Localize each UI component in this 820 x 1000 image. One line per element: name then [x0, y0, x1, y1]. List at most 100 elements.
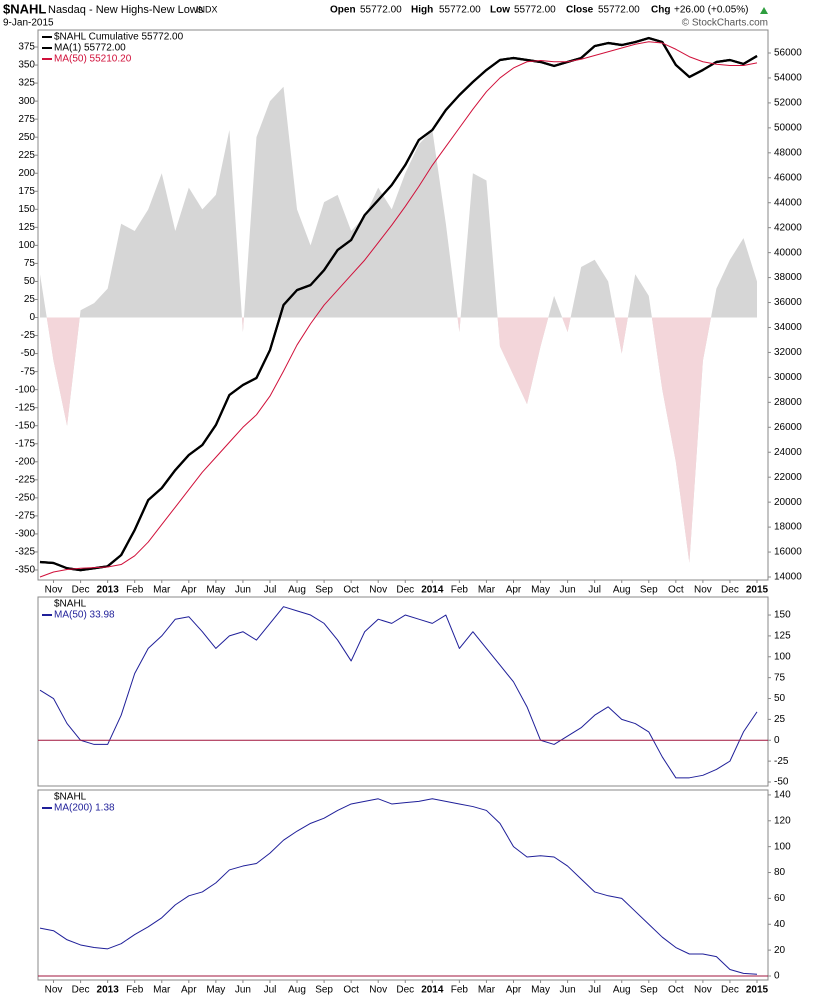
- y-tick-label: -300: [15, 529, 35, 540]
- y2-tick-label: 32000: [774, 347, 802, 358]
- legend-label: MA(50) 33.98: [54, 610, 115, 621]
- y-tick-label: 100: [774, 841, 791, 852]
- y2-tick-label: 26000: [774, 422, 802, 433]
- high-label: High: [411, 5, 433, 16]
- credit: © StockCharts.com: [682, 18, 768, 29]
- x-tick-label: Jul: [264, 985, 277, 996]
- y-tick-label: -275: [15, 511, 35, 522]
- y2-tick-label: 50000: [774, 123, 802, 134]
- area: [40, 86, 757, 563]
- line: [39, 798, 758, 975]
- y-tick-label: -200: [15, 456, 35, 467]
- date: 9-Jan-2015: [3, 18, 54, 29]
- y2-tick-label: 14000: [774, 572, 802, 583]
- y-tick-label: 300: [18, 96, 35, 107]
- open-label: Open: [330, 5, 356, 16]
- y-tick-label: -250: [15, 492, 35, 503]
- y-tick-label: 0: [774, 735, 780, 746]
- chg-label: Chg: [651, 5, 670, 16]
- y-tick-label: 200: [18, 168, 35, 179]
- low: 55772.00: [514, 5, 556, 16]
- x-tick-label: Nov: [45, 985, 63, 996]
- x-tick-label: Sep: [640, 585, 658, 596]
- x-tick-label: Dec: [72, 985, 90, 996]
- y2-tick-label: 16000: [774, 547, 802, 558]
- x-tick-label: Mar: [478, 985, 496, 996]
- panel-title: $NAHL: [54, 792, 87, 803]
- y-tick-label: -25: [774, 756, 789, 767]
- y-tick-label: -100: [15, 384, 35, 395]
- y-tick-label: 250: [18, 132, 35, 143]
- x-tick-label: Dec: [72, 585, 90, 596]
- panel-frame: [37, 596, 769, 787]
- x-tick-label: 2014: [421, 585, 444, 596]
- x-tick-label: Dec: [396, 585, 414, 596]
- x-tick-label: 2015: [746, 585, 769, 596]
- x-tick-label: Dec: [721, 985, 739, 996]
- y2-tick-label: 28000: [774, 397, 802, 408]
- y-tick-label: -150: [15, 420, 35, 431]
- line: [39, 36, 758, 572]
- y-tick-label: 75: [24, 258, 36, 269]
- y-tick-label: 100: [774, 651, 791, 662]
- x-tick-label: Apr: [181, 585, 197, 596]
- y-tick-label: 0: [29, 312, 35, 323]
- legend-label: $NAHL Cumulative 55772.00: [54, 32, 184, 43]
- x-tick-label: 2013: [97, 985, 120, 996]
- index-name: Nasdaq - New Highs-New Lows: [48, 4, 204, 16]
- y-tick-label: 120: [774, 815, 791, 826]
- y2-tick-label: 48000: [774, 147, 802, 158]
- area-negative: [40, 317, 757, 563]
- y-tick-label: -50: [774, 777, 789, 788]
- y2-tick-label: 20000: [774, 497, 802, 508]
- close: 55772.00: [598, 5, 640, 16]
- y-tick-label: 175: [18, 186, 35, 197]
- x-tick-label: Oct: [343, 585, 359, 596]
- up-arrow: [760, 7, 768, 14]
- legend-label: MA(200) 1.38: [54, 803, 115, 814]
- y2-tick-label: 30000: [774, 372, 802, 383]
- y-tick-label: 100: [18, 240, 35, 251]
- x-tick-label: Nov: [694, 985, 712, 996]
- x-tick-label: Jun: [235, 985, 251, 996]
- y-tick-label: 325: [18, 78, 35, 89]
- y-tick-label: 25: [24, 294, 36, 305]
- line: [39, 606, 758, 779]
- high: 55772.00: [439, 5, 481, 16]
- y-tick-label: 375: [18, 42, 35, 53]
- y2-tick-label: 44000: [774, 197, 802, 208]
- legend-label: MA(50) 55210.20: [54, 54, 132, 65]
- y-tick-label: 0: [774, 971, 780, 982]
- x-tick-label: May: [206, 585, 225, 596]
- y2-tick-label: 42000: [774, 222, 802, 233]
- y-tick-label: 125: [774, 631, 791, 642]
- y2-tick-label: 38000: [774, 272, 802, 283]
- y-tick-label: -125: [15, 402, 35, 413]
- x-tick-label: Jul: [588, 985, 601, 996]
- y-tick-label: 80: [774, 867, 786, 878]
- y-tick-label: 350: [18, 60, 35, 71]
- x-tick-label: Nov: [45, 585, 63, 596]
- low-label: Low: [490, 5, 510, 16]
- y2-tick-label: 56000: [774, 48, 802, 59]
- x-tick-label: Apr: [506, 985, 522, 996]
- x-tick-label: Mar: [478, 585, 496, 596]
- x-tick-label: Nov: [369, 585, 387, 596]
- x-tick-label: Oct: [343, 985, 359, 996]
- x-tick-label: Dec: [721, 585, 739, 596]
- y-tick-label: -325: [15, 547, 35, 558]
- x-tick-label: Aug: [288, 985, 306, 996]
- x-tick-label: Feb: [126, 985, 144, 996]
- y-tick-label: -25: [21, 330, 36, 341]
- chg: +26.00 (+0.05%): [674, 5, 749, 16]
- x-tick-label: Oct: [668, 985, 684, 996]
- y-tick-label: -50: [21, 348, 36, 359]
- x-tick-label: Mar: [153, 585, 171, 596]
- symbol: $NAHL: [3, 1, 46, 16]
- x-tick-label: Nov: [694, 585, 712, 596]
- x-tick-label: Apr: [181, 985, 197, 996]
- x-tick-label: Jul: [588, 585, 601, 596]
- x-tick-label: Aug: [288, 585, 306, 596]
- y-tick-label: -75: [21, 366, 36, 377]
